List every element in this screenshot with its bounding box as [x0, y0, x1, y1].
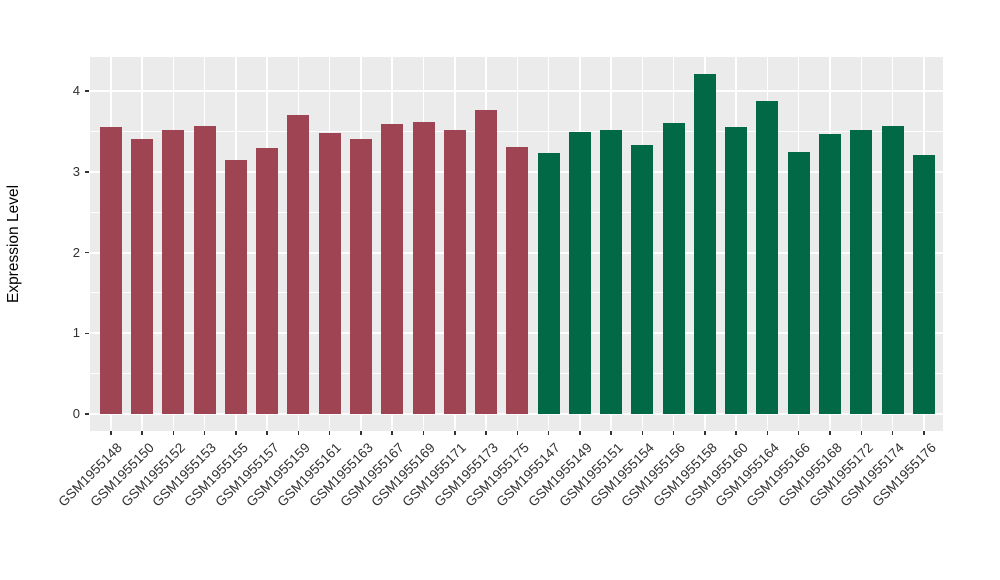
y-axis-tick-label: 4	[72, 83, 80, 98]
x-axis-tick	[203, 431, 206, 435]
y-axis-tick	[85, 332, 89, 334]
x-axis-tick	[766, 431, 769, 435]
bar-GSM1955155	[224, 159, 247, 414]
x-axis-tick	[328, 431, 331, 435]
bar-GSM1955168	[819, 133, 841, 414]
x-axis-tick	[516, 431, 519, 435]
plot-panel	[90, 57, 943, 431]
x-axis-tick	[579, 431, 581, 435]
x-axis-tick	[610, 431, 612, 435]
bar-GSM1955169	[412, 121, 435, 414]
bar-GSM1955173	[475, 110, 498, 414]
gridline-minor	[90, 130, 943, 132]
y-axis-tick	[85, 413, 89, 415]
x-axis-tick	[797, 431, 800, 435]
bar-GSM1955176	[912, 154, 935, 414]
y-axis-title-text: Expression Level	[5, 184, 22, 304]
x-axis-tick	[547, 431, 550, 435]
x-axis-tick	[829, 431, 831, 435]
bar-GSM1955163	[349, 139, 372, 414]
y-axis-tick	[85, 171, 89, 173]
x-axis-tick	[235, 431, 237, 435]
x-axis-tick	[266, 431, 268, 435]
x-axis-tick	[672, 431, 675, 435]
x-axis-tick	[454, 431, 456, 435]
x-axis-tick	[923, 431, 925, 435]
x-axis-tick	[391, 431, 393, 435]
x-axis-tick	[485, 431, 487, 435]
y-axis-tick	[85, 251, 89, 254]
x-axis-tick	[360, 431, 362, 435]
bar-GSM1955158	[693, 74, 716, 414]
x-axis-tick	[297, 431, 300, 435]
x-axis-tick	[641, 431, 644, 435]
bar-GSM1955154	[631, 145, 654, 414]
bar-GSM1955150	[131, 138, 154, 414]
bar-GSM1955151	[600, 129, 623, 414]
bar-GSM1955166	[787, 151, 810, 414]
x-axis-tick	[110, 431, 112, 435]
x-axis-tick	[860, 431, 863, 435]
gridline-major	[90, 413, 943, 415]
bar-GSM1955161	[318, 132, 341, 414]
bar-GSM1955148	[99, 126, 122, 414]
bar-GSM1955174	[881, 125, 904, 414]
x-axis-tick	[172, 431, 175, 435]
x-axis-tick	[735, 431, 737, 435]
bar-GSM1955164	[756, 100, 779, 414]
bar-GSM1955147	[537, 153, 560, 414]
bar-GSM1955152	[162, 129, 185, 414]
bar-GSM1955149	[568, 132, 591, 414]
x-axis-tick	[704, 431, 706, 435]
bar-GSM1955159	[287, 115, 310, 414]
y-axis-tick	[85, 90, 89, 92]
bar-GSM1955160	[725, 127, 748, 414]
gridline-major	[90, 90, 943, 92]
bar-GSM1955156	[662, 123, 685, 414]
bar-GSM1955167	[381, 124, 404, 414]
bar-GSM1955157	[256, 148, 279, 414]
x-axis-tick	[141, 431, 143, 435]
y-axis-tick-label: 3	[72, 163, 80, 179]
x-axis-tick	[422, 431, 425, 435]
y-axis-tick-label: 2	[72, 244, 80, 260]
bar-GSM1955175	[506, 146, 529, 414]
y-axis-tick-label: 1	[72, 325, 80, 341]
bar-GSM1955153	[193, 125, 216, 414]
bar-GSM1955171	[443, 129, 466, 414]
bar-GSM1955172	[850, 129, 873, 414]
y-axis-tick-label: 0	[72, 406, 80, 421]
x-axis-tick	[891, 431, 894, 435]
